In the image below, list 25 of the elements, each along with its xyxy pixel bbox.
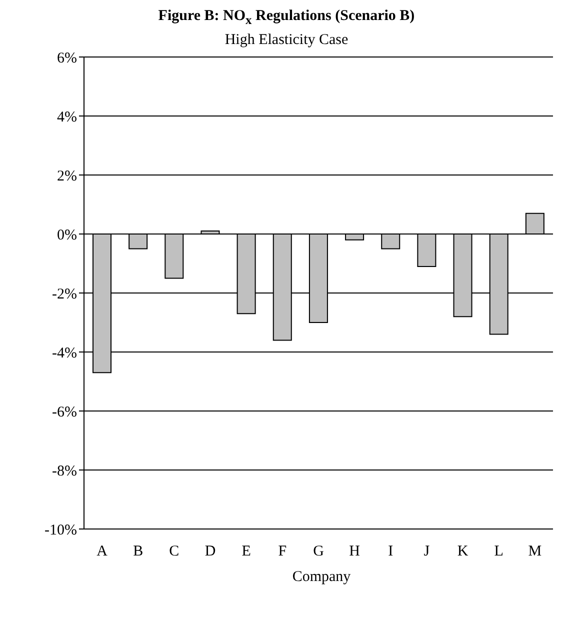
y-tick-label: 4% [57, 109, 77, 126]
x-tick-label: K [457, 544, 468, 560]
x-tick-label: I [388, 544, 394, 560]
x-tick-label: M [528, 544, 542, 560]
x-tick-label: E [242, 544, 251, 560]
y-tick-label: -2% [52, 286, 77, 302]
x-tick-label: L [494, 544, 504, 560]
chart-subtitle: High Elasticity Case [224, 32, 350, 49]
x-tick-label: D [204, 544, 216, 560]
x-tick-label: G [313, 544, 324, 560]
x-tick-label: J [424, 544, 430, 560]
y-tick-label: -8% [52, 463, 77, 480]
x-tick-label: A [96, 544, 108, 560]
y-tick-label: 2% [57, 168, 77, 184]
y-tick-label: -10% [44, 522, 77, 538]
x-tick-label: H [349, 544, 360, 560]
x-axis-title: Company [291, 569, 352, 586]
chart-title: Figure B: NO$_{x}$ Regulations (Scenario B) [157, 8, 416, 28]
x-tick-label: B [133, 544, 144, 560]
y-tick-label: -4% [52, 345, 77, 362]
y-tick-label: 0% [57, 227, 77, 244]
y-tick-label: -6% [52, 404, 77, 420]
x-tick-label: C [169, 544, 180, 560]
x-tick-label: F [278, 544, 287, 560]
y-tick-label: 6% [57, 50, 77, 66]
